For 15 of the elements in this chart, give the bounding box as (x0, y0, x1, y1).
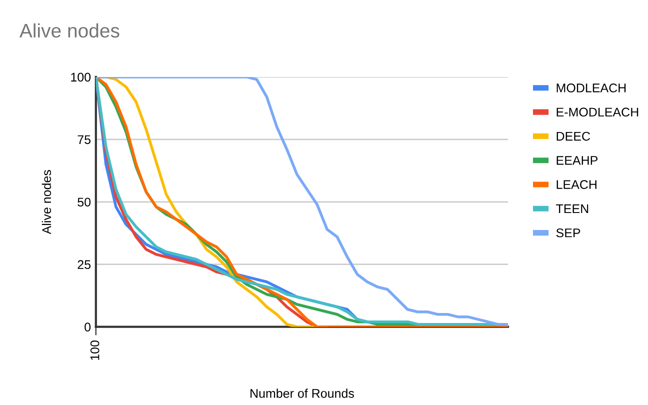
y-tick-label: 50 (78, 198, 91, 207)
legend-label: E-MODLEACH (556, 108, 638, 117)
legend-label: TEEN (556, 204, 588, 214)
y-tick-label: 25 (78, 260, 91, 270)
y-axis-title: Alive nodes (42, 170, 52, 234)
legend-label: LEACH (556, 180, 596, 189)
y-tick-label: 75 (78, 135, 91, 144)
legend-label: EEAHP (556, 156, 598, 165)
y-tick-label: 100 (71, 72, 91, 82)
legend-label: DEEC (556, 132, 590, 141)
legend-label: SEP (556, 228, 580, 238)
legend-label: MODLEACH (556, 84, 626, 92)
x-axis-title: Number of Rounds (250, 388, 354, 398)
chart-title: Alive nodes (19, 23, 120, 38)
y-tick-label: 0 (84, 322, 91, 332)
